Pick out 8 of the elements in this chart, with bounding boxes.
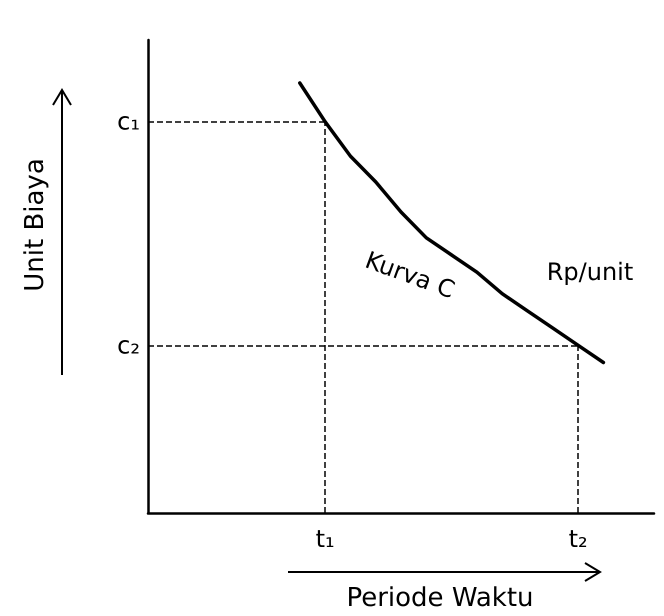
x-tick-label: t₁ xyxy=(316,525,335,553)
x-axis-title: Periode Waktu xyxy=(346,583,534,613)
y-axis-title: Unit Biaya xyxy=(20,158,50,292)
annotation: Rp/unit xyxy=(546,258,634,286)
x-tick-label: t₂ xyxy=(568,525,588,553)
ref-line-label: c₁ xyxy=(117,108,140,136)
ref-line-label: c₂ xyxy=(117,331,140,360)
annotation: Kurva C xyxy=(362,246,458,304)
